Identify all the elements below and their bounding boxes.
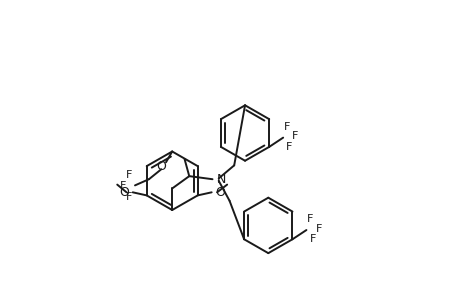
Text: F: F (292, 131, 298, 141)
Text: F: F (125, 192, 132, 202)
Text: N: N (216, 173, 225, 186)
Text: O: O (156, 160, 166, 173)
Text: O: O (215, 186, 225, 199)
Text: O: O (119, 186, 129, 199)
Text: F: F (119, 181, 125, 191)
Text: F: F (315, 224, 321, 233)
Text: F: F (307, 214, 313, 224)
Text: F: F (285, 142, 292, 152)
Text: F: F (125, 169, 132, 180)
Text: F: F (309, 234, 315, 244)
Text: F: F (283, 122, 290, 132)
